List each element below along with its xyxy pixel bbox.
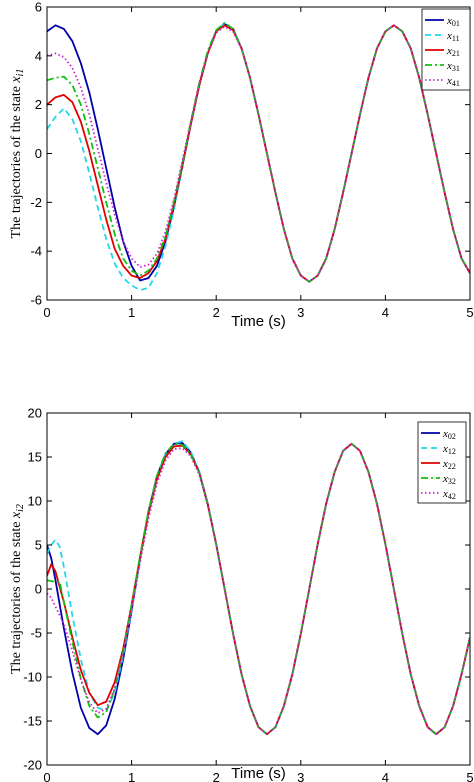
- legend-label-var: x: [442, 428, 448, 440]
- legend-label-sub: 31: [452, 64, 460, 73]
- legend-label-sub: 01: [452, 19, 460, 28]
- legend-label-sub: 41: [452, 79, 460, 88]
- series-line-x01: [47, 23, 470, 283]
- y-tick-label: 2: [35, 97, 42, 112]
- x-tick-label: 1: [128, 770, 135, 782]
- y-tick-label: -15: [23, 714, 42, 729]
- series-group: [47, 440, 470, 736]
- x-tick-label: 4: [382, 770, 389, 782]
- x-tick-label: 3: [297, 305, 304, 320]
- legend-label-sub: 21: [452, 49, 460, 58]
- y-axis-label-var: x: [9, 511, 24, 519]
- y-tick-label: -20: [23, 758, 42, 773]
- series-group: [47, 21, 470, 292]
- x-tick-label: 3: [297, 770, 304, 782]
- y-tick-label: 4: [35, 48, 42, 63]
- y-tick-label: -6: [30, 293, 42, 308]
- y-tick-label: -10: [23, 670, 42, 685]
- y-tick-label: 20: [28, 406, 42, 421]
- series-line-x11: [47, 21, 470, 292]
- legend-label-var: x: [442, 473, 448, 485]
- x-tick-label: 1: [128, 305, 135, 320]
- x-tick-label: 0: [43, 305, 50, 320]
- legend-label-var: x: [442, 458, 448, 470]
- y-axis-label: The trajectories of the state xi2: [9, 504, 26, 674]
- x-tick-label: 2: [213, 770, 220, 782]
- y-tick-label: -2: [30, 195, 42, 210]
- series-line-x41: [47, 24, 470, 283]
- y-tick-label: 10: [28, 494, 42, 509]
- y-axis-label-text: The trajectories of the state: [9, 83, 24, 239]
- x-tick-label: 0: [43, 770, 50, 782]
- y-tick-label: -5: [30, 626, 42, 641]
- legend-label-sub: 22: [448, 462, 456, 471]
- legend-label-sub: 12: [448, 447, 456, 456]
- legend-label-var: x: [446, 45, 452, 57]
- x-axis-label: Time (s): [231, 765, 285, 782]
- legend-label-x32: x32: [442, 473, 456, 486]
- legend-label-x12: x12: [442, 443, 456, 456]
- y-tick-label: -4: [30, 244, 42, 259]
- series-line-x31: [47, 21, 470, 283]
- plot-frame: [46, 6, 471, 301]
- y-tick-label: 5: [35, 538, 42, 553]
- legend-label-x41: x41: [446, 75, 460, 88]
- legend-label-sub: 02: [448, 432, 456, 441]
- y-tick-label: 15: [28, 450, 42, 465]
- y-axis-label: The trajectories of the state xi1: [9, 69, 26, 239]
- series-line-x21: [47, 24, 470, 283]
- legend-label-var: x: [446, 60, 452, 72]
- legend-label-sub: 42: [448, 492, 456, 501]
- x-tick-label: 5: [466, 770, 473, 782]
- legend-label-x02: x02: [442, 428, 456, 441]
- legend-label-x21: x21: [446, 45, 460, 58]
- legend-label-var: x: [442, 488, 448, 500]
- y-axis-label-text: The trajectories of the state: [9, 518, 24, 674]
- legend-label-var: x: [446, 15, 452, 27]
- y-axis-label-sub: i1: [15, 69, 26, 77]
- legend-label-x22: x22: [442, 458, 456, 471]
- legend-label-var: x: [442, 443, 448, 455]
- legend-label-x01: x01: [446, 15, 460, 28]
- y-axis-label-var: x: [9, 76, 24, 84]
- y-tick-label: 0: [35, 146, 42, 161]
- y-tick-label: 6: [35, 0, 42, 15]
- x-tick-label: 4: [382, 305, 389, 320]
- x-axis-label: Time (s): [231, 313, 285, 330]
- legend-label-sub: 11: [452, 34, 460, 43]
- y-tick-label: 0: [35, 582, 42, 597]
- legend-label-var: x: [446, 75, 452, 87]
- legend-label-sub: 32: [448, 477, 456, 486]
- legend-label-var: x: [446, 30, 452, 42]
- legend-label-x42: x42: [442, 488, 456, 501]
- x-tick-label: 2: [213, 305, 220, 320]
- legend-label-x31: x31: [446, 60, 460, 73]
- series-line-x22: [47, 442, 470, 736]
- x-tick-label: 5: [466, 305, 473, 320]
- legend-label-x11: x11: [446, 30, 460, 43]
- y-axis-label-sub: i2: [15, 504, 26, 512]
